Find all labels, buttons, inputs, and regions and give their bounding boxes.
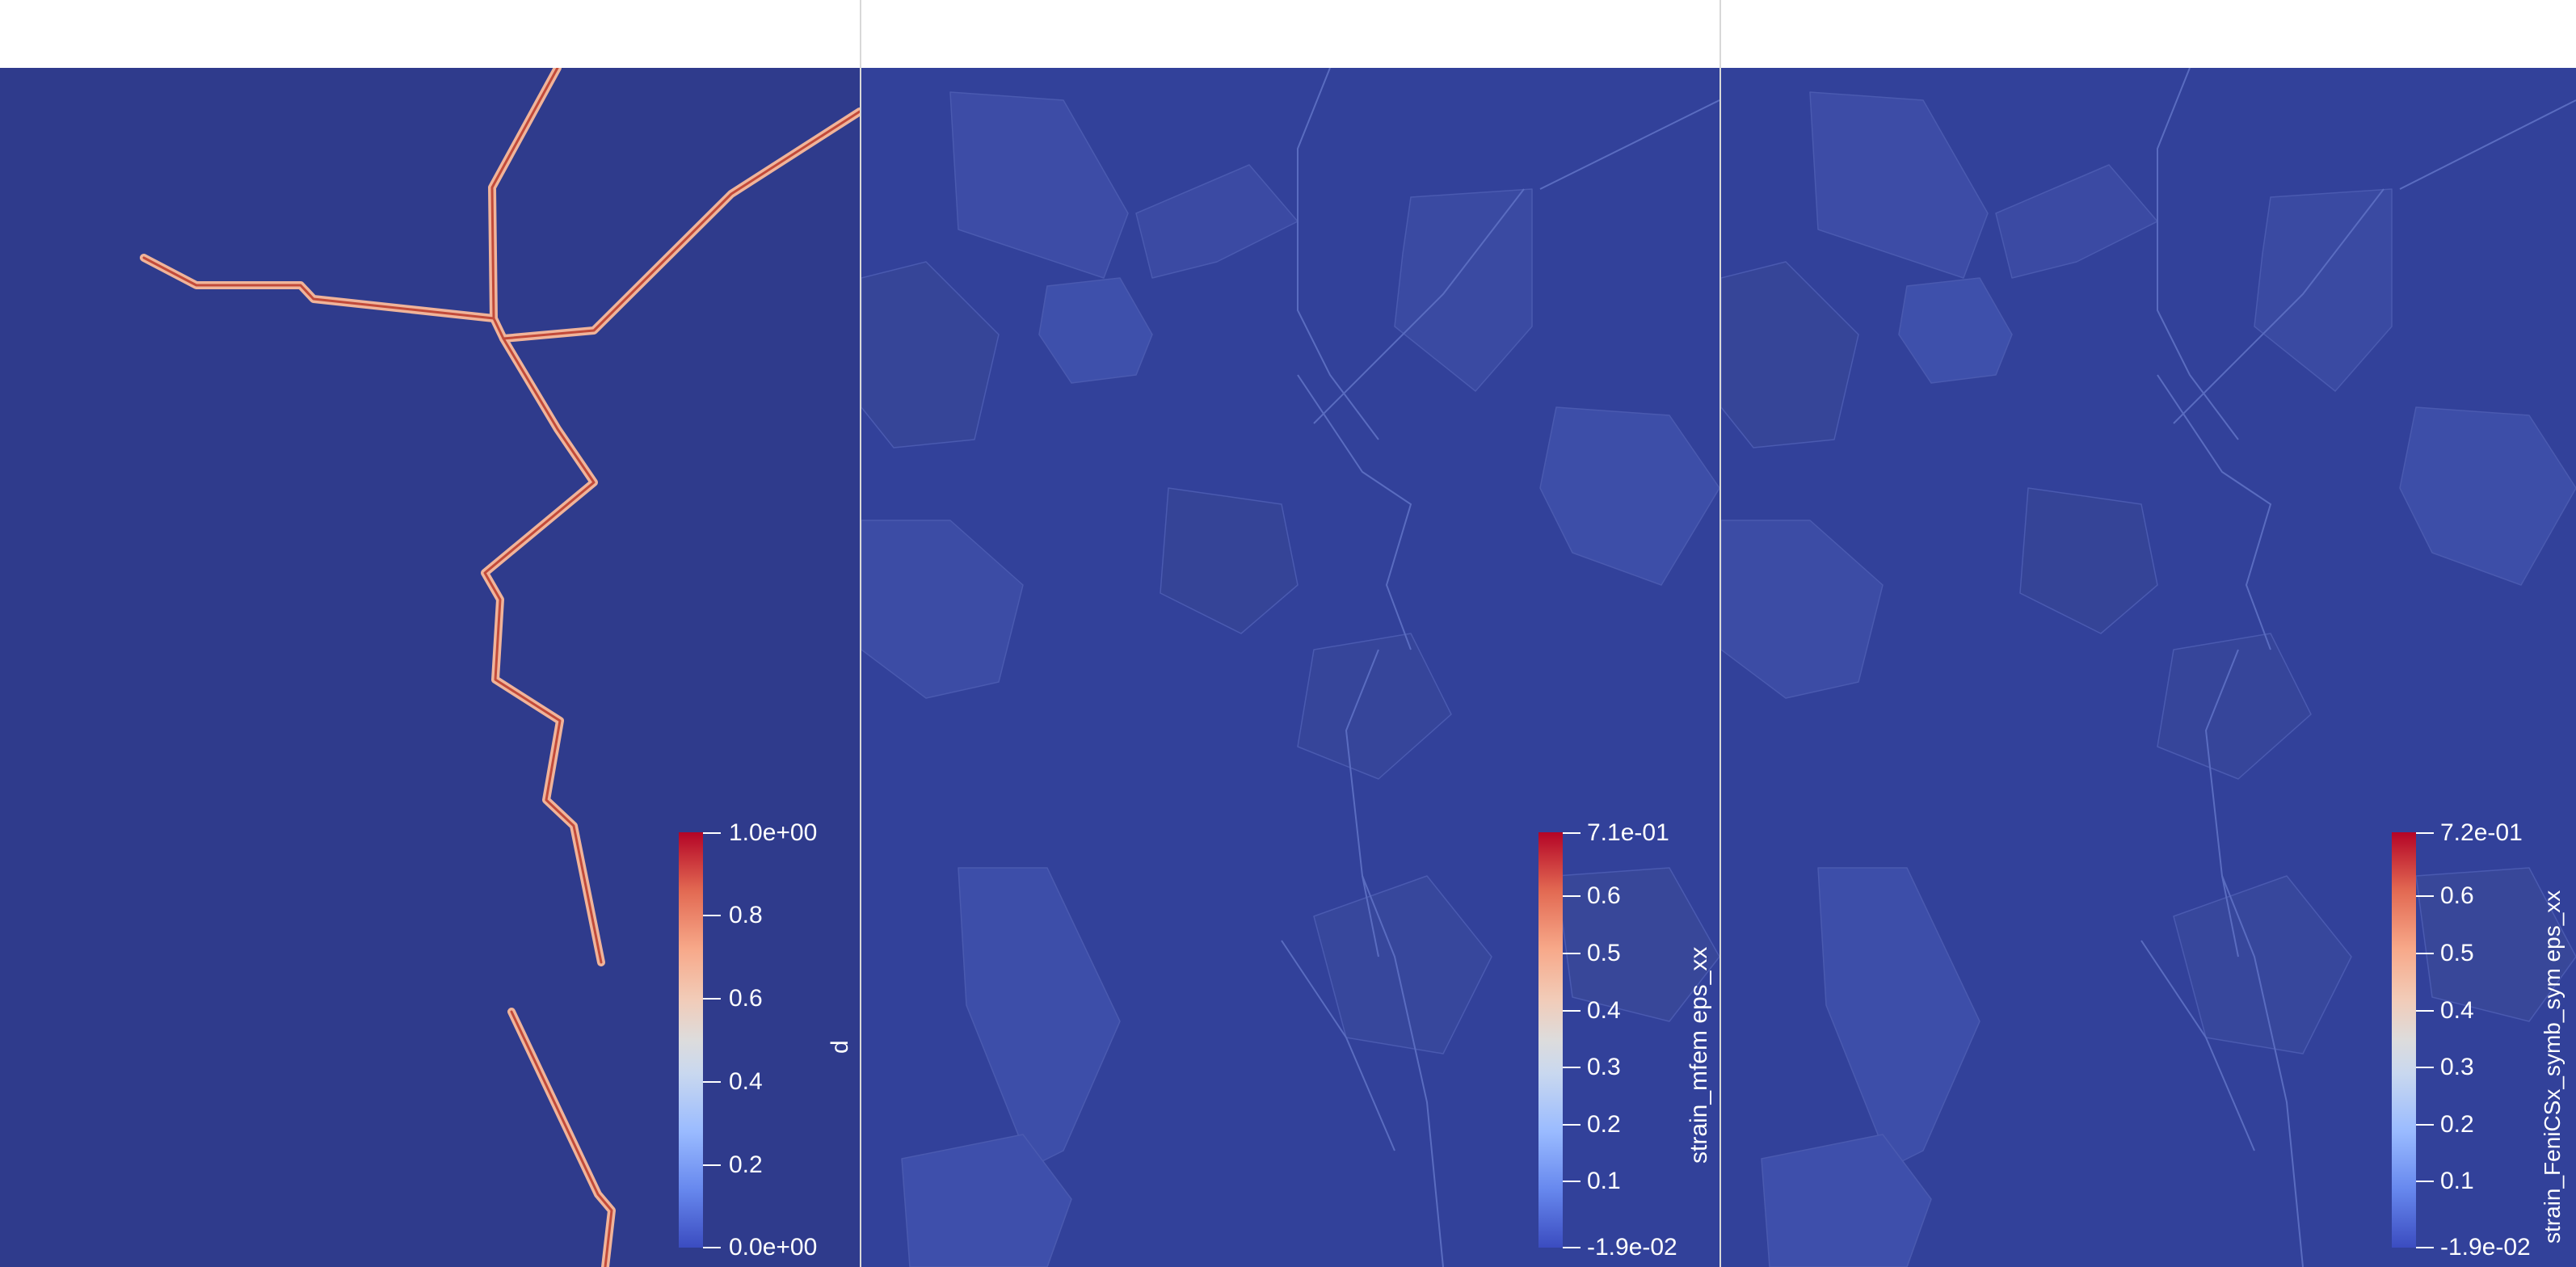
colorbar-tick-label: 7.1e-01 xyxy=(1587,819,1669,846)
colorbar-title: strain_FeniCSx_symb_sym eps_xx xyxy=(2540,890,2565,1244)
colorbar-tick-label: 0.5 xyxy=(1587,940,1621,966)
colorbar-strain-mfem xyxy=(1538,832,1563,1248)
colorbar-tick-label: 0.6 xyxy=(2440,882,2474,909)
colorbar-tick-label: 1.0e+00 xyxy=(729,819,818,846)
colorbar-tick-label: 0.0e+00 xyxy=(729,1234,818,1261)
render-view-damage[interactable]: 1.0e+00 0.8 0.6 0.4 0.2 0.0e+00 d xyxy=(0,68,860,1267)
colorbar-title: d xyxy=(827,1040,853,1054)
damage-field-plot xyxy=(0,68,860,1267)
colorbar-tick-label: 0.3 xyxy=(1587,1054,1621,1080)
strain-fenicsx-field-plot xyxy=(1721,68,2576,1267)
colorbar-tick-label: 0.2 xyxy=(1587,1111,1621,1138)
colorbar-tick-label: 0.5 xyxy=(2440,940,2474,966)
strain-mfem-field-plot xyxy=(861,68,1719,1267)
colorbar-tick-label: -1.9e-02 xyxy=(2440,1234,2531,1261)
colorbar-tick-label: 0.4 xyxy=(2440,997,2474,1024)
colorbar-tick-label: 0.6 xyxy=(729,985,763,1012)
colorbar-strain-fenicsx xyxy=(2392,832,2416,1248)
colorbar-tick-label: 0.1 xyxy=(2440,1168,2474,1194)
render-view-strain-mfem[interactable]: 7.1e-01 0.6 0.5 0.4 0.3 0.2 0.1 -1.9e-02… xyxy=(861,68,1719,1267)
colorbar-title: strain_mfem eps_xx xyxy=(1686,946,1712,1164)
colorbar-tick-label: 0.2 xyxy=(2440,1111,2474,1138)
colorbar-tick-label: 0.4 xyxy=(1587,997,1621,1024)
render-view-strain-fenicsx[interactable]: 7.2e-01 0.6 0.5 0.4 0.3 0.2 0.1 -1.9e-02… xyxy=(1721,68,2576,1267)
panel-divider xyxy=(1719,0,1721,1267)
colorbar-tick-label: 0.1 xyxy=(1587,1168,1621,1194)
top-toolbar-area xyxy=(0,0,2576,68)
panel-divider xyxy=(860,0,861,1267)
colorbar-tick-label: 0.2 xyxy=(729,1151,763,1178)
colorbar-tick-label: 0.6 xyxy=(1587,882,1621,909)
colorbar-d xyxy=(679,832,703,1248)
colorbar-tick-label: -1.9e-02 xyxy=(1587,1234,1677,1261)
colorbar-tick-label: 0.8 xyxy=(729,902,763,928)
colorbar-tick-label: 0.3 xyxy=(2440,1054,2474,1080)
colorbar-tick-label: 0.4 xyxy=(729,1068,763,1095)
colorbar-tick-label: 7.2e-01 xyxy=(2440,819,2523,846)
